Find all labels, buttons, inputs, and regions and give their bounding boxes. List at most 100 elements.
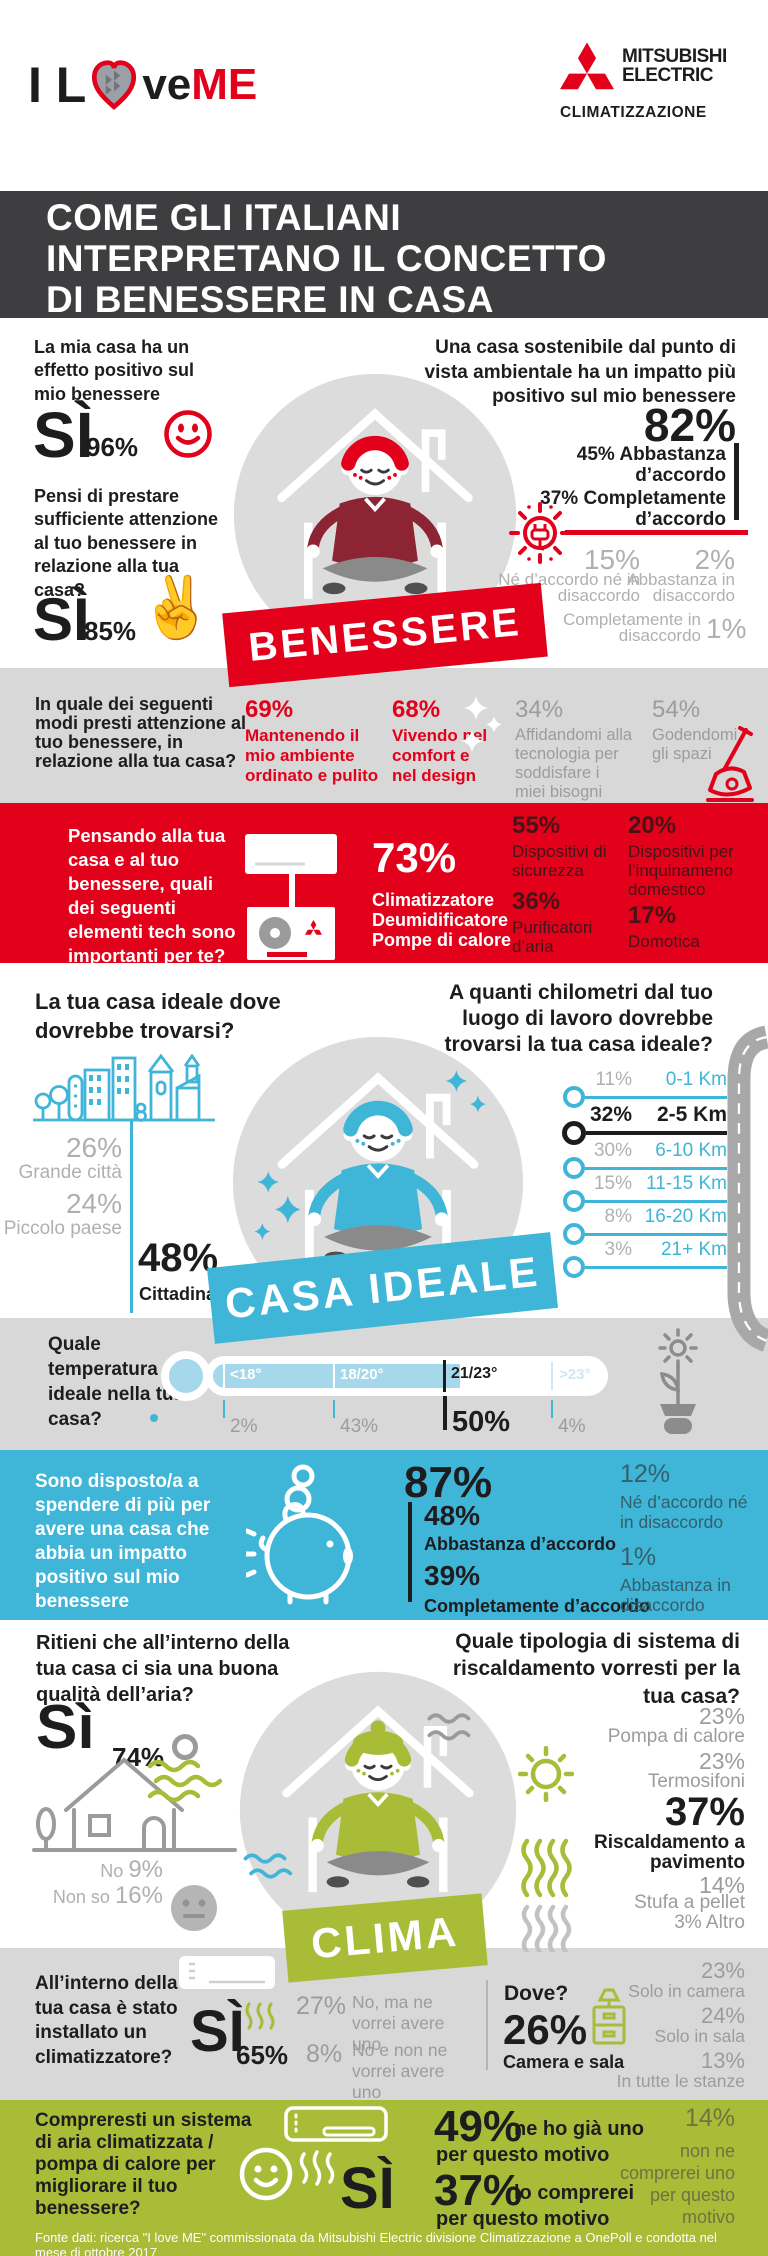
temp-dot (150, 1414, 158, 1422)
room-3-pct: 13% (700, 2048, 745, 2073)
spend-agree-2-label: Completamente d’accordo (424, 1596, 651, 1616)
meditating-person-clima (239, 1671, 517, 1949)
sparkle-icon (461, 696, 502, 752)
pct-65: 65% (236, 2040, 289, 2070)
question-ways: In quale dei seguenti modi presti attenz… (35, 694, 247, 771)
km-4-label: 11-15 Km (646, 1173, 727, 1194)
km-line (585, 1096, 727, 1099)
spend-agree-1-label: Abbastanza d’accordo (424, 1534, 617, 1554)
way-2-label: Vivendo nel comfort e nel design (392, 726, 488, 785)
spend-agree-2-pct: 39% (424, 1560, 481, 1591)
heat-waves-white-icon (299, 2150, 335, 2186)
heating-1-pct: 23% (698, 1703, 745, 1729)
victory-hand-icon: ✌ (132, 568, 218, 647)
tech-2-pct: 36% (512, 888, 561, 915)
answer-si-74: Sì (36, 1693, 95, 1762)
own-pct: 49% (434, 2102, 523, 2151)
logo-text-mid: ve (142, 60, 192, 109)
air-dontknow-pct: 16% (114, 1882, 163, 1909)
temp-range-2: 18/20° (340, 1366, 384, 1383)
agree-45: 45% Abbastanza d’accordo (576, 444, 726, 486)
piggy-bank-icon (246, 1464, 353, 1605)
way-3-label: Affidandomi alla tecnologia per soddisfa… (515, 726, 633, 801)
buy-band (0, 2100, 768, 2256)
km-marker (563, 1223, 585, 1245)
temp-pct-4: 4% (558, 1416, 586, 1437)
title-line-1: COME GLI ITALIANI (46, 197, 402, 238)
thermometer-tick (551, 1362, 553, 1390)
tech-4-label: Domotica (628, 932, 700, 951)
where-divider-line (130, 1119, 133, 1313)
where-1-label: Grande città (18, 1162, 123, 1183)
heating-3-pct: 37% (664, 1790, 745, 1834)
heat-waves-green-icon (521, 1838, 572, 1898)
pct-74: 74% (112, 1742, 165, 1772)
where-2-pct: 24% (65, 1188, 122, 1219)
temp-tick-below (333, 1400, 335, 1418)
strongdis-pct: 1% (706, 613, 747, 644)
smiley-icon (164, 410, 212, 458)
answer-si-65: SÌ (190, 1999, 245, 2064)
temp-tick-below-highlight (443, 1396, 447, 1430)
km-marker-highlight (562, 1121, 586, 1145)
banner-clima-label: CLIMA (309, 1907, 461, 1968)
pct-85: 85% (84, 616, 137, 646)
tech-2-label: Purificatori d’aria (512, 918, 593, 956)
temp-tick-below (223, 1400, 225, 1418)
heating-2-label: Termosifoni (647, 1771, 745, 1792)
heating-5: 3% Altro (445, 1912, 745, 1934)
question-tech: Pensando alla tua casa e al tuo benesser… (68, 825, 236, 966)
km-5-pct: 8% (604, 1206, 632, 1227)
smiley-white-icon (239, 2147, 293, 2201)
way-1-pct: 69% (245, 696, 294, 723)
room-3-label: In tutte le stanze (616, 2071, 745, 2091)
way-4-pct: 54% (652, 696, 701, 723)
pct-96: 96% (86, 432, 139, 462)
banner-benessere-label: BENESSERE (246, 599, 524, 670)
logo-text-prefix: I L (28, 57, 87, 113)
strongdis-label: Completamente in disaccordo (563, 610, 701, 645)
temp-range-1: <18° (230, 1366, 262, 1383)
km-6-pct: 3% (604, 1239, 632, 1260)
temp-range-4: >23° (559, 1366, 591, 1383)
km-2-label: 2-5 Km (656, 1103, 727, 1126)
thermometer-bulb (161, 1351, 211, 1401)
way-1-label: Mantenendo il mio ambiente ordinato e pu… (245, 726, 379, 785)
flower-pot-icon (658, 1328, 698, 1434)
question-attention: Pensi di prestare sufficiente attenzione… (34, 486, 219, 600)
page-title: COME GLI ITALIANI INTERPRETANO IL CONCET… (46, 197, 607, 320)
km-marker (563, 1157, 585, 1179)
question-ac-installed: All’interno della tua casa è stato insta… (35, 1973, 178, 2069)
km-5-label: 16-20 Km (644, 1206, 727, 1227)
footer-source: Fonte dati: ricerca "I love ME" commissi… (35, 2230, 717, 2256)
room-2-label: Solo in sala (654, 2026, 745, 2046)
tech-1-label: Dispositivi di sicurezza (512, 842, 607, 880)
title-line-2: INTERPRETANO IL CONCETTO (46, 238, 607, 279)
pct-82: 82% (643, 399, 736, 451)
heating-2-pct: 23% (698, 1748, 745, 1774)
spend-bracket-bar (408, 1502, 412, 1602)
where-2-label: Piccolo paese (3, 1218, 122, 1239)
energy-plug-icon (509, 502, 571, 564)
air-dontknow: Non so 16% (35, 1882, 163, 1910)
sun-circle-icon (172, 1734, 198, 1760)
km-marker (563, 1190, 585, 1212)
road-illustration (727, 1025, 768, 1352)
mitsubishi-name: MITSUBISHI (622, 46, 727, 67)
question-km: A quanti chilometri dal tuo luogo di lav… (444, 981, 713, 1056)
spend-agree-1-pct: 48% (424, 1500, 481, 1531)
km-line (585, 1200, 727, 1203)
nobuy-pct: 14% (684, 2104, 735, 2132)
ac-no-wish-pct: 27% (296, 1992, 347, 2020)
thermometer-tube (205, 1356, 608, 1396)
buy-label-2: per questo motivo (436, 2208, 610, 2230)
buy-label: lo comprerei (514, 2182, 635, 2204)
room-1-pct: 23% (700, 1958, 745, 1983)
question-air-quality: Ritieni che all’interno della tua casa c… (36, 1632, 290, 1706)
spend-neutral-label: Né d’accordo né in disaccordo (620, 1492, 748, 1532)
title-band (0, 191, 768, 318)
buy-pct: 37% (434, 2166, 523, 2215)
heating-1-label: Pompa di calore (607, 1726, 745, 1747)
agree-37: 37% Completamente d’accordo (540, 488, 726, 530)
km-line (585, 1167, 727, 1170)
